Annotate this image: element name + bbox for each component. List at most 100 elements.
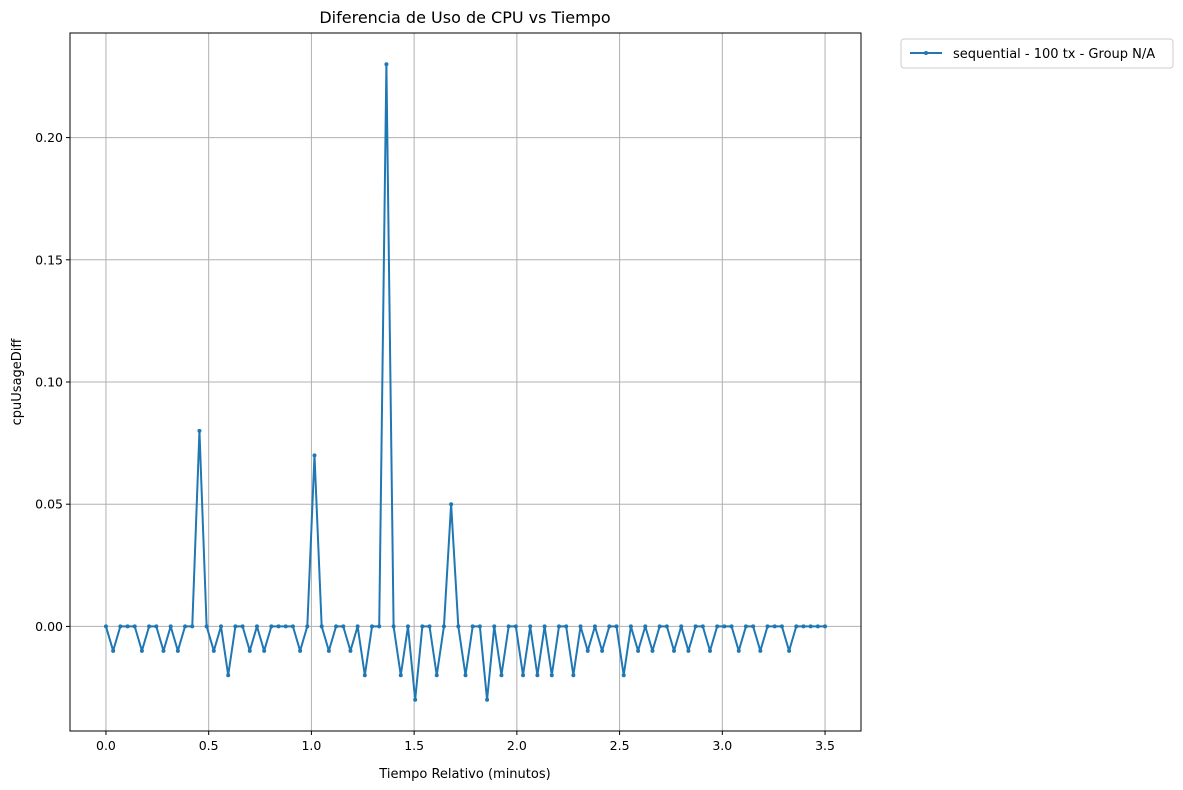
- data-point: [772, 624, 777, 629]
- data-point: [405, 624, 410, 629]
- data-point: [636, 648, 641, 653]
- data-point: [226, 673, 231, 678]
- data-point: [614, 624, 619, 629]
- data-point: [564, 624, 569, 629]
- data-point: [823, 624, 828, 629]
- data-point: [628, 624, 633, 629]
- data-point: [578, 624, 583, 629]
- data-point: [211, 648, 216, 653]
- data-point: [485, 697, 490, 702]
- data-point: [787, 648, 792, 653]
- data-point: [204, 624, 209, 629]
- x-axis-label: Tiempo Relativo (minutos): [378, 767, 550, 782]
- data-point: [751, 624, 756, 629]
- data-point: [549, 673, 554, 678]
- data-point: [197, 428, 202, 433]
- y-axis: 0.00 0.05 0.10 0.15 0.20: [35, 130, 70, 634]
- data-point: [175, 648, 180, 653]
- data-point: [808, 624, 813, 629]
- data-point: [650, 648, 655, 653]
- data-point: [118, 624, 123, 629]
- data-point: [664, 624, 669, 629]
- legend: sequential - 100 tx - Group N/A: [900, 38, 1174, 69]
- x-tick-label: 1.5: [404, 738, 424, 753]
- data-point: [758, 648, 763, 653]
- data-point: [477, 624, 482, 629]
- data-point: [521, 673, 526, 678]
- x-tick-label: 0.0: [96, 738, 116, 753]
- data-point: [305, 624, 310, 629]
- data-point: [276, 624, 281, 629]
- data-point: [506, 624, 511, 629]
- x-tick-label: 2.0: [507, 738, 527, 753]
- data-point: [290, 624, 295, 629]
- data-point: [794, 624, 799, 629]
- data-point: [571, 673, 576, 678]
- x-tick-label: 3.5: [815, 738, 835, 753]
- data-point: [542, 624, 547, 629]
- x-tick-label: 0.5: [199, 738, 219, 753]
- data-point: [449, 502, 454, 507]
- data-point: [556, 624, 561, 629]
- data-point: [132, 624, 137, 629]
- data-point: [161, 648, 166, 653]
- data-point: [707, 648, 712, 653]
- data-point: [535, 673, 540, 678]
- data-point: [722, 624, 727, 629]
- data-point: [441, 624, 446, 629]
- data-point: [384, 62, 389, 67]
- data-point: [513, 624, 518, 629]
- data-point: [643, 624, 648, 629]
- data-point: [341, 624, 346, 629]
- data-point: [743, 624, 748, 629]
- plot-series: [103, 62, 828, 702]
- data-point: [183, 624, 188, 629]
- data-point: [729, 624, 734, 629]
- legend-box: [900, 38, 1174, 69]
- data-point: [125, 624, 130, 629]
- data-point: [240, 624, 245, 629]
- data-point: [219, 624, 224, 629]
- data-point: [326, 648, 331, 653]
- data-point: [528, 624, 533, 629]
- data-point: [492, 624, 497, 629]
- data-point: [700, 624, 705, 629]
- data-point: [413, 697, 418, 702]
- x-tick-label: 2.5: [610, 738, 630, 753]
- x-tick-label: 3.0: [712, 738, 732, 753]
- data-point: [312, 453, 317, 458]
- data-point: [362, 673, 367, 678]
- data-point: [348, 648, 353, 653]
- data-point: [233, 624, 238, 629]
- y-tick-label: 0.00: [35, 619, 63, 634]
- data-point: [377, 624, 382, 629]
- data-point: [355, 624, 360, 629]
- data-point: [434, 673, 439, 678]
- data-point: [686, 648, 691, 653]
- data-point: [679, 624, 684, 629]
- data-point: [190, 624, 195, 629]
- y-axis-label: cpuUsageDiff: [10, 338, 25, 426]
- y-tick-label: 0.05: [35, 497, 63, 512]
- data-point: [139, 648, 144, 653]
- data-point: [427, 624, 432, 629]
- data-point: [370, 624, 375, 629]
- y-tick-label: 0.20: [35, 130, 63, 145]
- data-point: [765, 624, 770, 629]
- data-point: [247, 648, 252, 653]
- data-point: [154, 624, 159, 629]
- data-point: [600, 648, 605, 653]
- data-point: [815, 624, 820, 629]
- x-tick-label: 1.0: [301, 738, 321, 753]
- data-point: [779, 624, 784, 629]
- data-point: [585, 648, 590, 653]
- data-point: [103, 624, 108, 629]
- data-point: [736, 648, 741, 653]
- data-point: [607, 624, 612, 629]
- data-point: [298, 648, 303, 653]
- data-point: [499, 673, 504, 678]
- data-point: [398, 673, 403, 678]
- data-point: [420, 624, 425, 629]
- data-point: [621, 673, 626, 678]
